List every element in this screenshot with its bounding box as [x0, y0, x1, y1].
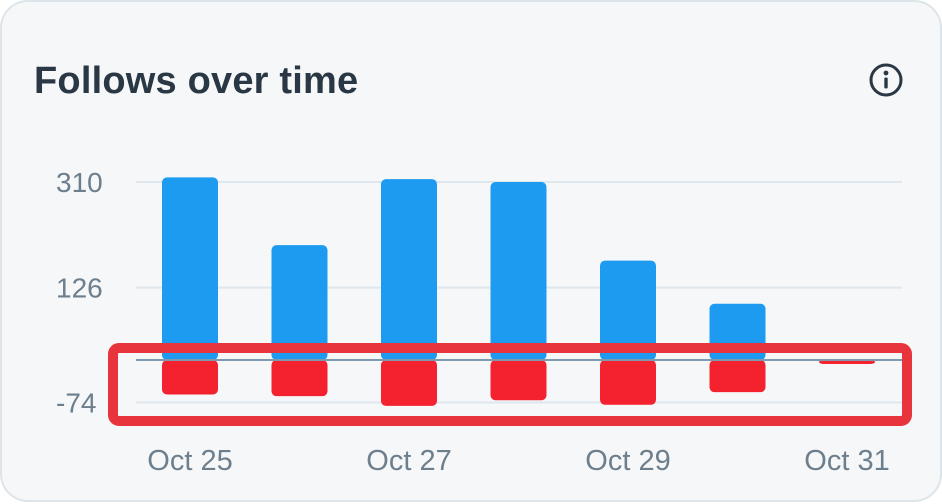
y-tick-label: 310 — [56, 167, 103, 198]
x-tick-label: Oct 27 — [366, 445, 451, 477]
x-tick-label: Oct 25 — [147, 445, 232, 477]
bar-unfollows[interactable] — [162, 360, 218, 395]
bar-unfollows[interactable] — [600, 360, 656, 405]
bar-follows[interactable] — [271, 245, 328, 360]
bar-follows[interactable] — [162, 177, 218, 360]
info-icon[interactable] — [868, 62, 904, 98]
x-tick-label: Oct 31 — [804, 445, 889, 477]
x-tick-label: Oct 29 — [585, 445, 670, 477]
y-tick-label: -74 — [56, 387, 96, 418]
highlight-box — [108, 343, 912, 426]
bar-unfollows[interactable] — [381, 360, 437, 406]
bar-follows[interactable] — [600, 260, 656, 360]
bar-unfollows[interactable] — [490, 360, 547, 401]
bar-follows[interactable] — [381, 179, 437, 360]
y-tick-label: 126 — [56, 273, 103, 304]
bar-follows[interactable] — [490, 182, 547, 360]
card-title: Follows over time — [34, 60, 359, 102]
bar-unfollows[interactable] — [709, 360, 766, 393]
bar-unfollows[interactable] — [819, 360, 875, 365]
bar-unfollows[interactable] — [271, 360, 328, 397]
